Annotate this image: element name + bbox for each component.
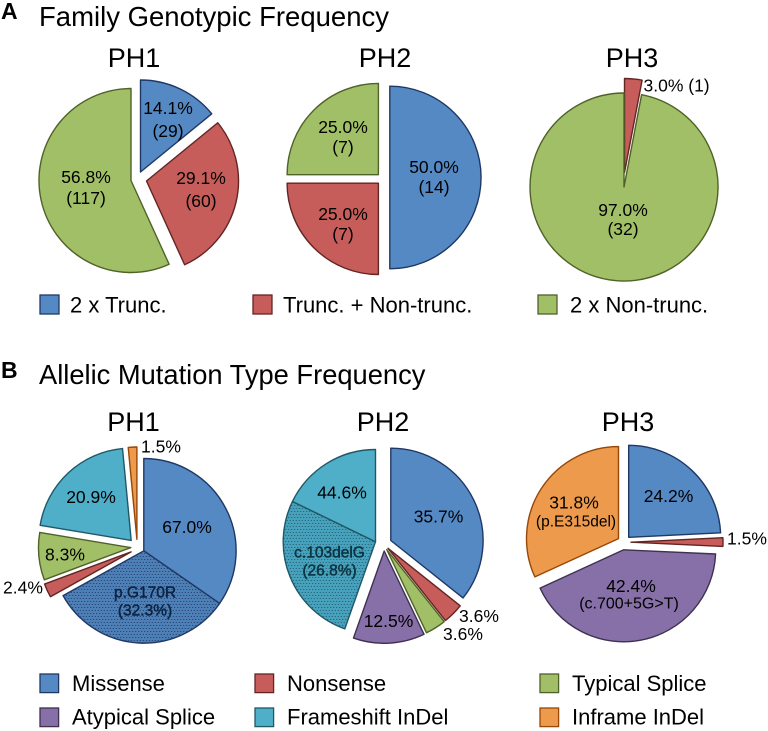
svg-text:c.103delG: c.103delG (294, 545, 365, 562)
svg-text:Missense: Missense (72, 671, 165, 696)
svg-text:(32.3%): (32.3%) (118, 603, 172, 620)
svg-text:3.6%: 3.6% (443, 624, 483, 644)
svg-text:Inframe InDel: Inframe InDel (572, 705, 704, 730)
svg-text:8.3%: 8.3% (45, 545, 85, 565)
svg-text:Atypical Splice: Atypical Splice (72, 705, 215, 730)
svg-text:(32): (32) (607, 219, 638, 239)
svg-text:PH1: PH1 (108, 43, 161, 73)
svg-text:67.0%: 67.0% (162, 517, 212, 537)
svg-text:Nonsense: Nonsense (287, 671, 386, 696)
svg-text:20.9%: 20.9% (66, 487, 116, 507)
svg-text:56.8%: 56.8% (61, 167, 111, 187)
svg-text:PH3: PH3 (606, 43, 659, 73)
svg-text:(14): (14) (418, 177, 449, 197)
svg-text:97.0%: 97.0% (598, 200, 648, 220)
svg-text:Trunc. + Non-trunc.: Trunc. + Non-trunc. (283, 293, 472, 318)
svg-text:Allelic Mutation Type Frequenc: Allelic Mutation Type Frequency (39, 359, 426, 390)
svg-text:14.1%: 14.1% (143, 98, 193, 118)
svg-text:(p.E315del): (p.E315del) (536, 514, 616, 531)
svg-text:(7): (7) (332, 137, 353, 157)
svg-text:2 x Non-trunc.: 2 x Non-trunc. (570, 293, 708, 318)
svg-text:(7): (7) (332, 224, 353, 244)
svg-text:44.6%: 44.6% (317, 483, 367, 503)
svg-text:12.5%: 12.5% (364, 611, 414, 631)
svg-text:PH3: PH3 (602, 407, 655, 437)
svg-text:p.G170R: p.G170R (114, 585, 176, 602)
svg-text:1.5%: 1.5% (727, 529, 767, 549)
svg-text:24.2%: 24.2% (644, 486, 694, 506)
svg-text:2.4%: 2.4% (3, 578, 43, 598)
svg-text:31.8%: 31.8% (549, 493, 599, 513)
svg-text:(60): (60) (185, 191, 216, 211)
svg-text:3.0% (1): 3.0% (1) (644, 76, 710, 96)
svg-text:Frameshift InDel: Frameshift InDel (287, 705, 448, 730)
svg-text:(c.700+5G>T): (c.700+5G>T) (579, 596, 679, 613)
svg-text:PH2: PH2 (357, 407, 410, 437)
svg-text:Family Genotypic Frequency: Family Genotypic Frequency (39, 1, 389, 32)
svg-text:25.0%: 25.0% (318, 117, 368, 137)
svg-text:(26.8%): (26.8%) (302, 563, 356, 580)
svg-text:B: B (1, 357, 18, 383)
svg-text:A: A (1, 0, 18, 24)
svg-text:50.0%: 50.0% (409, 157, 459, 177)
svg-text:2 x Trunc.: 2 x Trunc. (70, 293, 167, 318)
svg-text:(117): (117) (66, 188, 106, 208)
svg-text:29.1%: 29.1% (176, 168, 226, 188)
svg-text:1.5%: 1.5% (141, 437, 181, 457)
svg-text:PH1: PH1 (107, 407, 160, 437)
svg-text:35.7%: 35.7% (414, 507, 464, 527)
svg-text:PH2: PH2 (359, 43, 412, 73)
svg-text:42.4%: 42.4% (606, 576, 656, 596)
svg-text:Typical Splice: Typical Splice (572, 671, 707, 696)
svg-text:3.6%: 3.6% (459, 606, 499, 626)
svg-text:(29): (29) (152, 121, 183, 141)
svg-text:25.0%: 25.0% (318, 204, 368, 224)
